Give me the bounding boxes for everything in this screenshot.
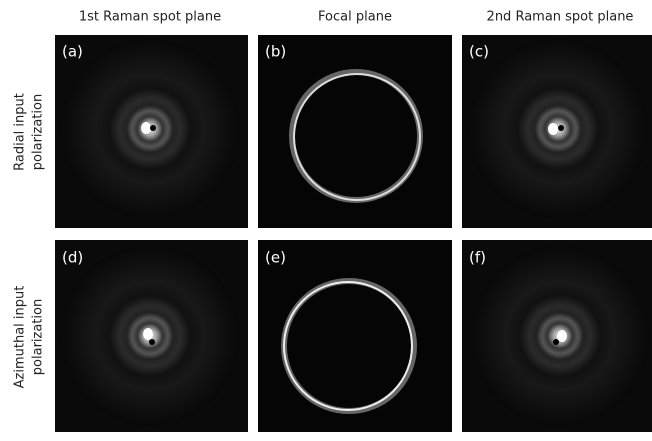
panel-label: (e) xyxy=(265,249,286,267)
figure: 1st Raman spot plane Focal plane 2nd Ram… xyxy=(0,0,652,437)
panel: (f) xyxy=(462,240,652,432)
panel: (e) xyxy=(258,240,452,432)
column-header: 1st Raman spot plane xyxy=(79,10,221,25)
panel: (d) xyxy=(55,240,248,432)
panel: (b) xyxy=(258,35,452,228)
panel-label: (a) xyxy=(62,43,83,61)
panel: (a) xyxy=(55,35,248,228)
panel-label: (d) xyxy=(62,249,83,267)
panel-label: (f) xyxy=(469,249,486,267)
row-label: polarization xyxy=(31,94,46,170)
panel-label: (b) xyxy=(265,43,286,61)
column-headers: 1st Raman spot plane Focal plane 2nd Ram… xyxy=(79,10,634,25)
row-label: Radial input xyxy=(13,93,28,171)
panel-label: (c) xyxy=(469,43,489,61)
column-header: Focal plane xyxy=(318,10,392,25)
row-label: Azimuthal input xyxy=(13,286,28,389)
row-labels: Radial input polarization Azimuthal inpu… xyxy=(13,93,46,388)
column-header: 2nd Raman spot plane xyxy=(487,10,634,25)
panel: (c) xyxy=(462,35,652,228)
row-label: polarization xyxy=(31,299,46,375)
